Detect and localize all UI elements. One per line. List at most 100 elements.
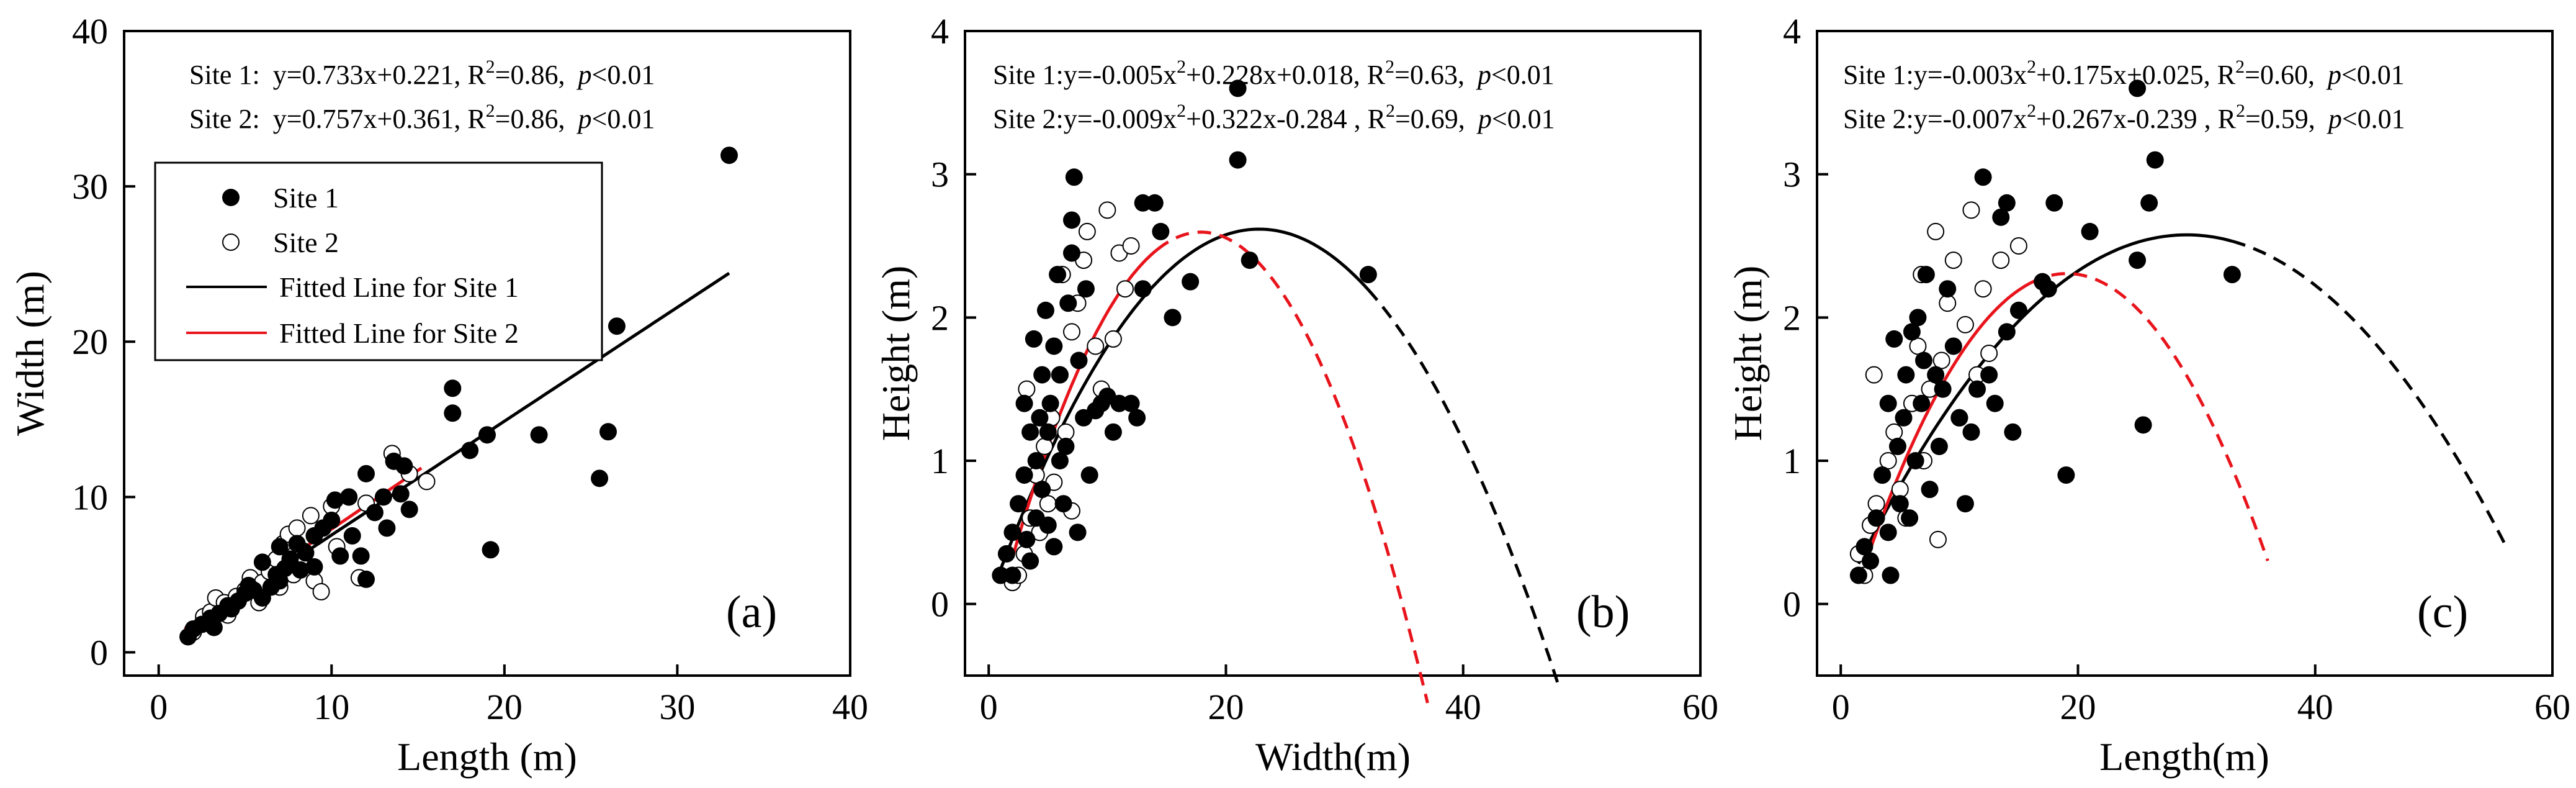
site1-point-c-48 — [2223, 266, 2241, 284]
site1-point-c-36 — [2004, 423, 2022, 441]
site2-point-b-21 — [1098, 201, 1116, 219]
site1-point-a-32 — [357, 570, 375, 588]
site1-point-b-31 — [1069, 523, 1087, 541]
site1-point-a-41 — [444, 379, 462, 397]
y-tick-label-c-4: 4 — [1783, 11, 1801, 52]
points-b — [992, 79, 1377, 592]
fit-extrapolation-b-1 — [1156, 230, 1429, 704]
site2-point-b-15 — [1063, 323, 1081, 341]
x-tick-label-b-1: 20 — [1208, 687, 1244, 727]
site1-point-c-47 — [2146, 151, 2164, 169]
site1-point-c-9 — [1888, 437, 1906, 455]
y-tick-label-a-0: 0 — [90, 632, 108, 673]
site1-point-c-42 — [2081, 222, 2099, 240]
site1-point-c-37 — [2009, 301, 2027, 319]
site1-point-b-44 — [1134, 280, 1152, 298]
x-tick-label-a-0: 0 — [150, 687, 168, 727]
y-tick-label-c-1: 1 — [1783, 441, 1801, 481]
site1-point-a-13 — [253, 553, 271, 571]
site1-point-c-17 — [1913, 394, 1931, 412]
site1-point-c-29 — [1968, 380, 1986, 398]
x-tick-label-a-3: 30 — [659, 687, 695, 727]
site1-point-c-43 — [2129, 79, 2147, 97]
ticks-a: 0 10 20 30 40 0 10 20 30 40 — [72, 11, 868, 727]
site1-point-c-41 — [2057, 466, 2075, 484]
site1-point-a-29 — [340, 488, 358, 506]
site1-point-b-41 — [1122, 394, 1140, 412]
site1-point-c-45 — [2134, 416, 2152, 434]
site1-point-a-17 — [271, 538, 289, 556]
x-axis-label-a: Length (m) — [397, 735, 577, 779]
site1-point-a-48 — [599, 423, 617, 441]
equation-a-site2: Site 2: y=0.757x+0.361, R2=0.86, p<0.01 — [189, 101, 655, 134]
site1-point-b-23 — [1051, 452, 1069, 469]
site1-point-a-35 — [374, 488, 392, 506]
site1-point-b-20 — [1045, 337, 1063, 355]
fit-extrapolation-c-1 — [2029, 271, 2269, 562]
fits-c — [1857, 233, 2506, 566]
site2-point-a-17 — [288, 519, 306, 537]
x-tick-label-c-1: 20 — [2060, 687, 2096, 727]
site2-point-c-7 — [1885, 423, 1903, 441]
y-tick-label-a-4: 40 — [72, 11, 108, 52]
site1-point-c-16 — [1909, 309, 1927, 327]
site1-point-c-30 — [1974, 168, 1992, 186]
site1-point-b-45 — [1146, 194, 1164, 212]
site1-point-c-24 — [1939, 280, 1957, 298]
panel-label-c: (c) — [2417, 587, 2468, 638]
site1-point-c-15 — [1906, 452, 1924, 469]
site1-point-b-30 — [1065, 168, 1083, 186]
legend-label-fit2: Fitted Line for Site 2 — [279, 317, 519, 349]
y-tick-label-b-1: 1 — [931, 441, 949, 481]
site1-point-b-2 — [1003, 523, 1021, 541]
site2-point-c-15 — [1927, 222, 1945, 240]
y-axis-label-c: Height (m) — [1726, 266, 1770, 442]
site1-point-c-21 — [1927, 366, 1945, 384]
site1-point-c-2 — [1862, 552, 1880, 570]
site1-point-b-27 — [1059, 294, 1077, 312]
x-tick-label-c-3: 60 — [2534, 687, 2570, 727]
site1-point-c-23 — [1934, 380, 1952, 398]
site1-point-b-52 — [1359, 266, 1377, 284]
y-tick-label-b-2: 2 — [931, 297, 949, 338]
site1-point-c-13 — [1901, 509, 1919, 527]
site1-point-c-14 — [1903, 323, 1921, 341]
plot-frame-a — [123, 30, 851, 677]
panel-label-b: (b) — [1576, 587, 1630, 638]
ticks-c: 0 20 40 60 0 1 2 3 4 — [1783, 11, 2570, 727]
site1-point-b-19 — [1041, 394, 1059, 412]
y-tick-label-a-2: 20 — [72, 322, 108, 362]
y-tick-label-b-0: 0 — [931, 584, 949, 625]
equation-b-site1: Site 1:y=-0.005x2+0.228x+0.018, R2=0.63,… — [993, 57, 1555, 90]
site2-point-c-26 — [1992, 251, 2010, 269]
site1-point-b-18 — [1039, 516, 1057, 534]
site1-point-b-29 — [1063, 211, 1081, 229]
site1-point-c-35 — [1998, 323, 2016, 341]
panel-a: 0 10 20 30 40 0 10 20 30 40 Site 1: y=0.733x+0.22… — [8, 11, 868, 779]
site1-point-a-49 — [608, 317, 626, 335]
x-tick-label-b-2: 40 — [1445, 687, 1481, 727]
site2-point-b-25 — [1122, 237, 1140, 255]
site1-point-b-42 — [1128, 409, 1146, 427]
site1-point-c-5 — [1879, 523, 1897, 541]
ticks-b: 0 20 40 60 0 1 2 3 4 — [931, 11, 1718, 727]
site1-point-c-33 — [1992, 208, 2010, 226]
site1-point-c-32 — [1986, 394, 2004, 412]
equation-b-site2: Site 2:y=-0.009x2+0.322x-0.284 , R2=0.69… — [993, 101, 1555, 134]
y-tick-label-c-3: 3 — [1783, 155, 1801, 195]
site2-point-c-22 — [1962, 201, 1980, 219]
site1-point-a-34 — [366, 504, 384, 522]
site1-point-b-48 — [1182, 273, 1200, 291]
site1-point-b-1 — [997, 545, 1015, 563]
x-tick-label-c-0: 0 — [1832, 687, 1850, 727]
site1-point-a-46 — [530, 426, 548, 444]
site2-point-b-24 — [1116, 280, 1134, 298]
site1-point-b-50 — [1229, 79, 1247, 97]
site1-point-b-32 — [1070, 351, 1088, 369]
plot-frame-b — [964, 30, 1702, 677]
site2-point-b-3 — [1018, 380, 1036, 398]
site1-point-a-26 — [323, 511, 341, 529]
site1-point-c-19 — [1917, 266, 1935, 284]
site1-point-c-46 — [2140, 194, 2158, 212]
site1-point-c-11 — [1895, 409, 1913, 427]
